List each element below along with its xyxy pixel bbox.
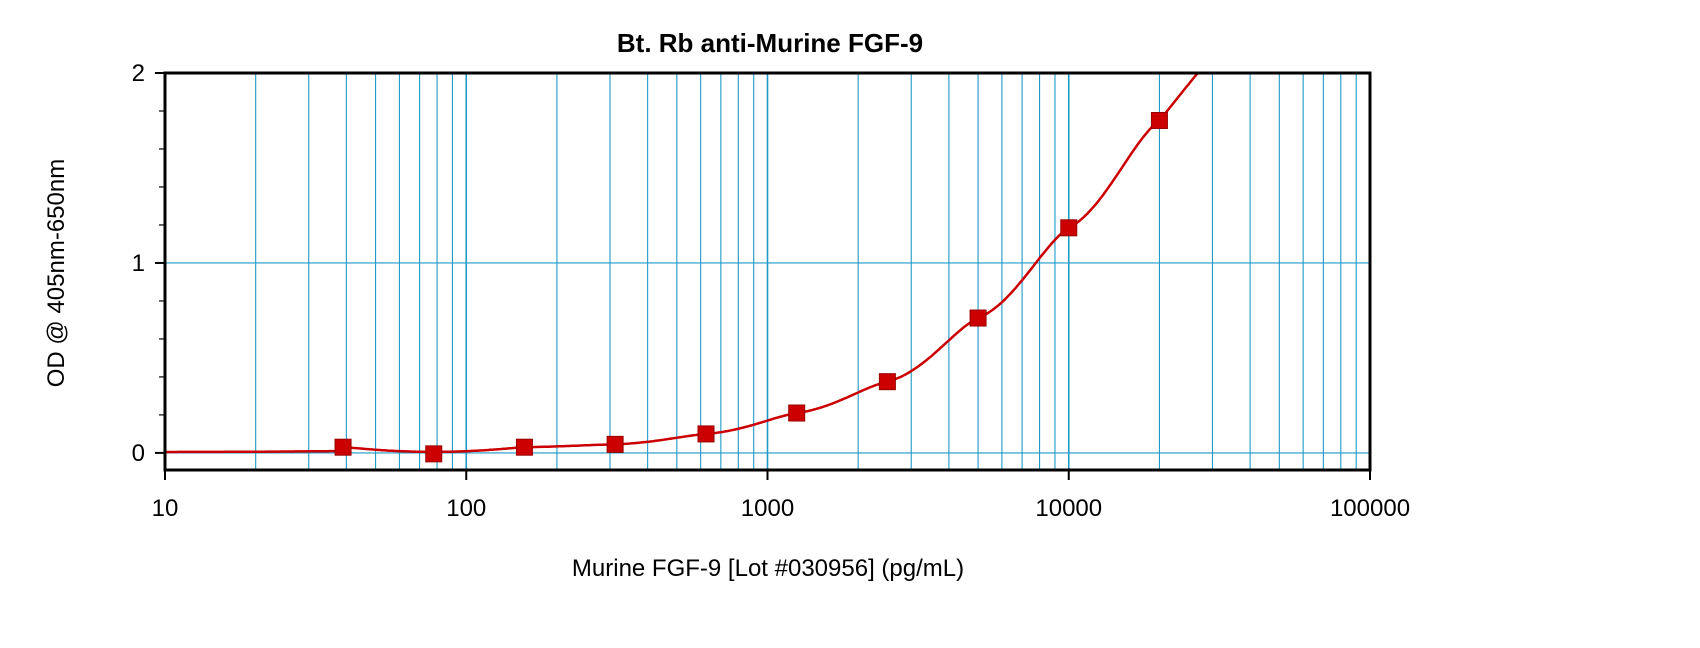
data-point — [788, 404, 806, 422]
chart-title: Bt. Rb anti-Murine FGF-9 — [617, 28, 923, 58]
y-tick-label: 2 — [132, 60, 145, 87]
data-point — [697, 425, 715, 443]
data-point — [1060, 219, 1078, 237]
axis-ticks: 10 100 1000 10000 100000 0 1 2 — [132, 60, 1410, 522]
data-point — [334, 438, 352, 456]
x-tick-label: 10 — [152, 495, 179, 522]
y-tick-label: 1 — [132, 250, 145, 277]
data-points — [334, 111, 1168, 463]
data-point — [969, 309, 987, 327]
x-tick-label: 100000 — [1330, 495, 1410, 522]
x-axis-label: Murine FGF-9 [Lot #030956] (pg/mL) — [572, 555, 964, 582]
x-tick-label: 10000 — [1035, 495, 1102, 522]
y-axis-label: OD @ 405nm-650nm — [43, 159, 70, 387]
data-point — [425, 445, 443, 463]
data-point — [1150, 111, 1168, 129]
data-point — [878, 373, 896, 391]
x-tick-label: 100 — [446, 495, 486, 522]
grid — [165, 72, 1370, 470]
data-point — [606, 435, 624, 453]
data-point — [515, 438, 533, 456]
x-tick-label: 1000 — [741, 495, 794, 522]
y-tick-label: 0 — [132, 440, 145, 467]
